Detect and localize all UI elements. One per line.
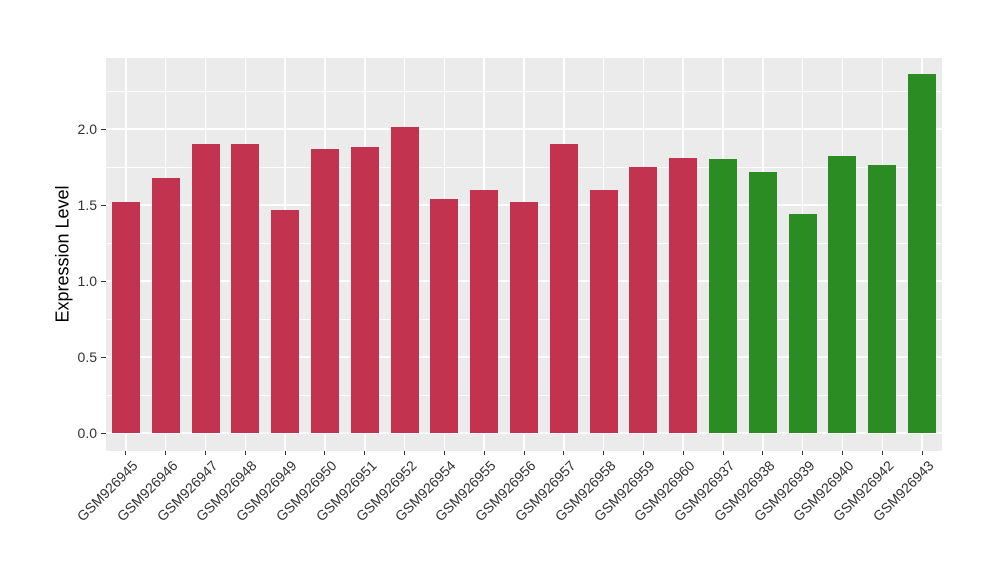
bar-GSM926951 bbox=[350, 147, 379, 433]
bar-GSM926958 bbox=[589, 189, 618, 433]
bar-GSM926939 bbox=[788, 214, 817, 433]
bar-GSM926952 bbox=[390, 127, 419, 433]
x-tick-mark bbox=[921, 451, 923, 455]
bar-GSM926937 bbox=[709, 159, 738, 433]
bar-GSM926949 bbox=[271, 209, 300, 433]
bar-GSM926946 bbox=[151, 177, 180, 433]
bar-GSM926960 bbox=[669, 157, 698, 433]
y-tick-label: 2.0 bbox=[77, 121, 97, 137]
bar-GSM926940 bbox=[828, 156, 857, 433]
x-tick-mark bbox=[443, 451, 445, 455]
bar-GSM926938 bbox=[748, 171, 777, 433]
x-tick-mark bbox=[563, 451, 565, 455]
y-tick-mark bbox=[101, 280, 106, 282]
x-tick-mark bbox=[762, 451, 764, 455]
x-tick-mark bbox=[802, 451, 804, 455]
bar-GSM926945 bbox=[111, 201, 140, 433]
x-tick-mark bbox=[324, 451, 326, 455]
bar-GSM926948 bbox=[231, 144, 260, 433]
x-tick-mark bbox=[404, 451, 406, 455]
x-tick-mark bbox=[364, 451, 366, 455]
x-tick-mark bbox=[523, 451, 525, 455]
y-tick-mark bbox=[101, 432, 106, 434]
x-tick-mark bbox=[642, 451, 644, 455]
y-tick-label: 1.5 bbox=[77, 197, 97, 213]
x-tick-mark bbox=[682, 451, 684, 455]
bar-GSM926956 bbox=[510, 201, 538, 433]
y-tick-mark bbox=[101, 204, 106, 206]
y-tick-mark bbox=[101, 356, 106, 358]
x-tick-mark bbox=[284, 451, 286, 455]
x-tick-mark bbox=[722, 451, 724, 455]
bar-GSM926947 bbox=[191, 144, 220, 433]
y-tick-mark bbox=[101, 128, 106, 130]
plot-panel bbox=[106, 58, 942, 451]
x-tick-mark bbox=[244, 451, 246, 455]
bar-GSM926943 bbox=[908, 74, 937, 433]
bar-GSM926955 bbox=[470, 189, 499, 433]
y-tick-label: 0.0 bbox=[77, 425, 97, 441]
bar-GSM926954 bbox=[430, 198, 459, 433]
bar-GSM926957 bbox=[549, 144, 578, 433]
bar-GSM926942 bbox=[868, 165, 897, 433]
x-tick-mark bbox=[881, 451, 883, 455]
y-tick-label: 1.0 bbox=[77, 273, 97, 289]
x-tick-mark bbox=[603, 451, 605, 455]
bar-GSM926959 bbox=[629, 167, 658, 433]
x-tick-mark bbox=[205, 451, 207, 455]
x-tick-mark bbox=[483, 451, 485, 455]
bar-GSM926950 bbox=[310, 148, 339, 433]
x-tick-mark bbox=[165, 451, 167, 455]
x-tick-mark bbox=[125, 451, 127, 455]
x-tick-mark bbox=[841, 451, 843, 455]
y-tick-label: 0.5 bbox=[77, 349, 97, 365]
